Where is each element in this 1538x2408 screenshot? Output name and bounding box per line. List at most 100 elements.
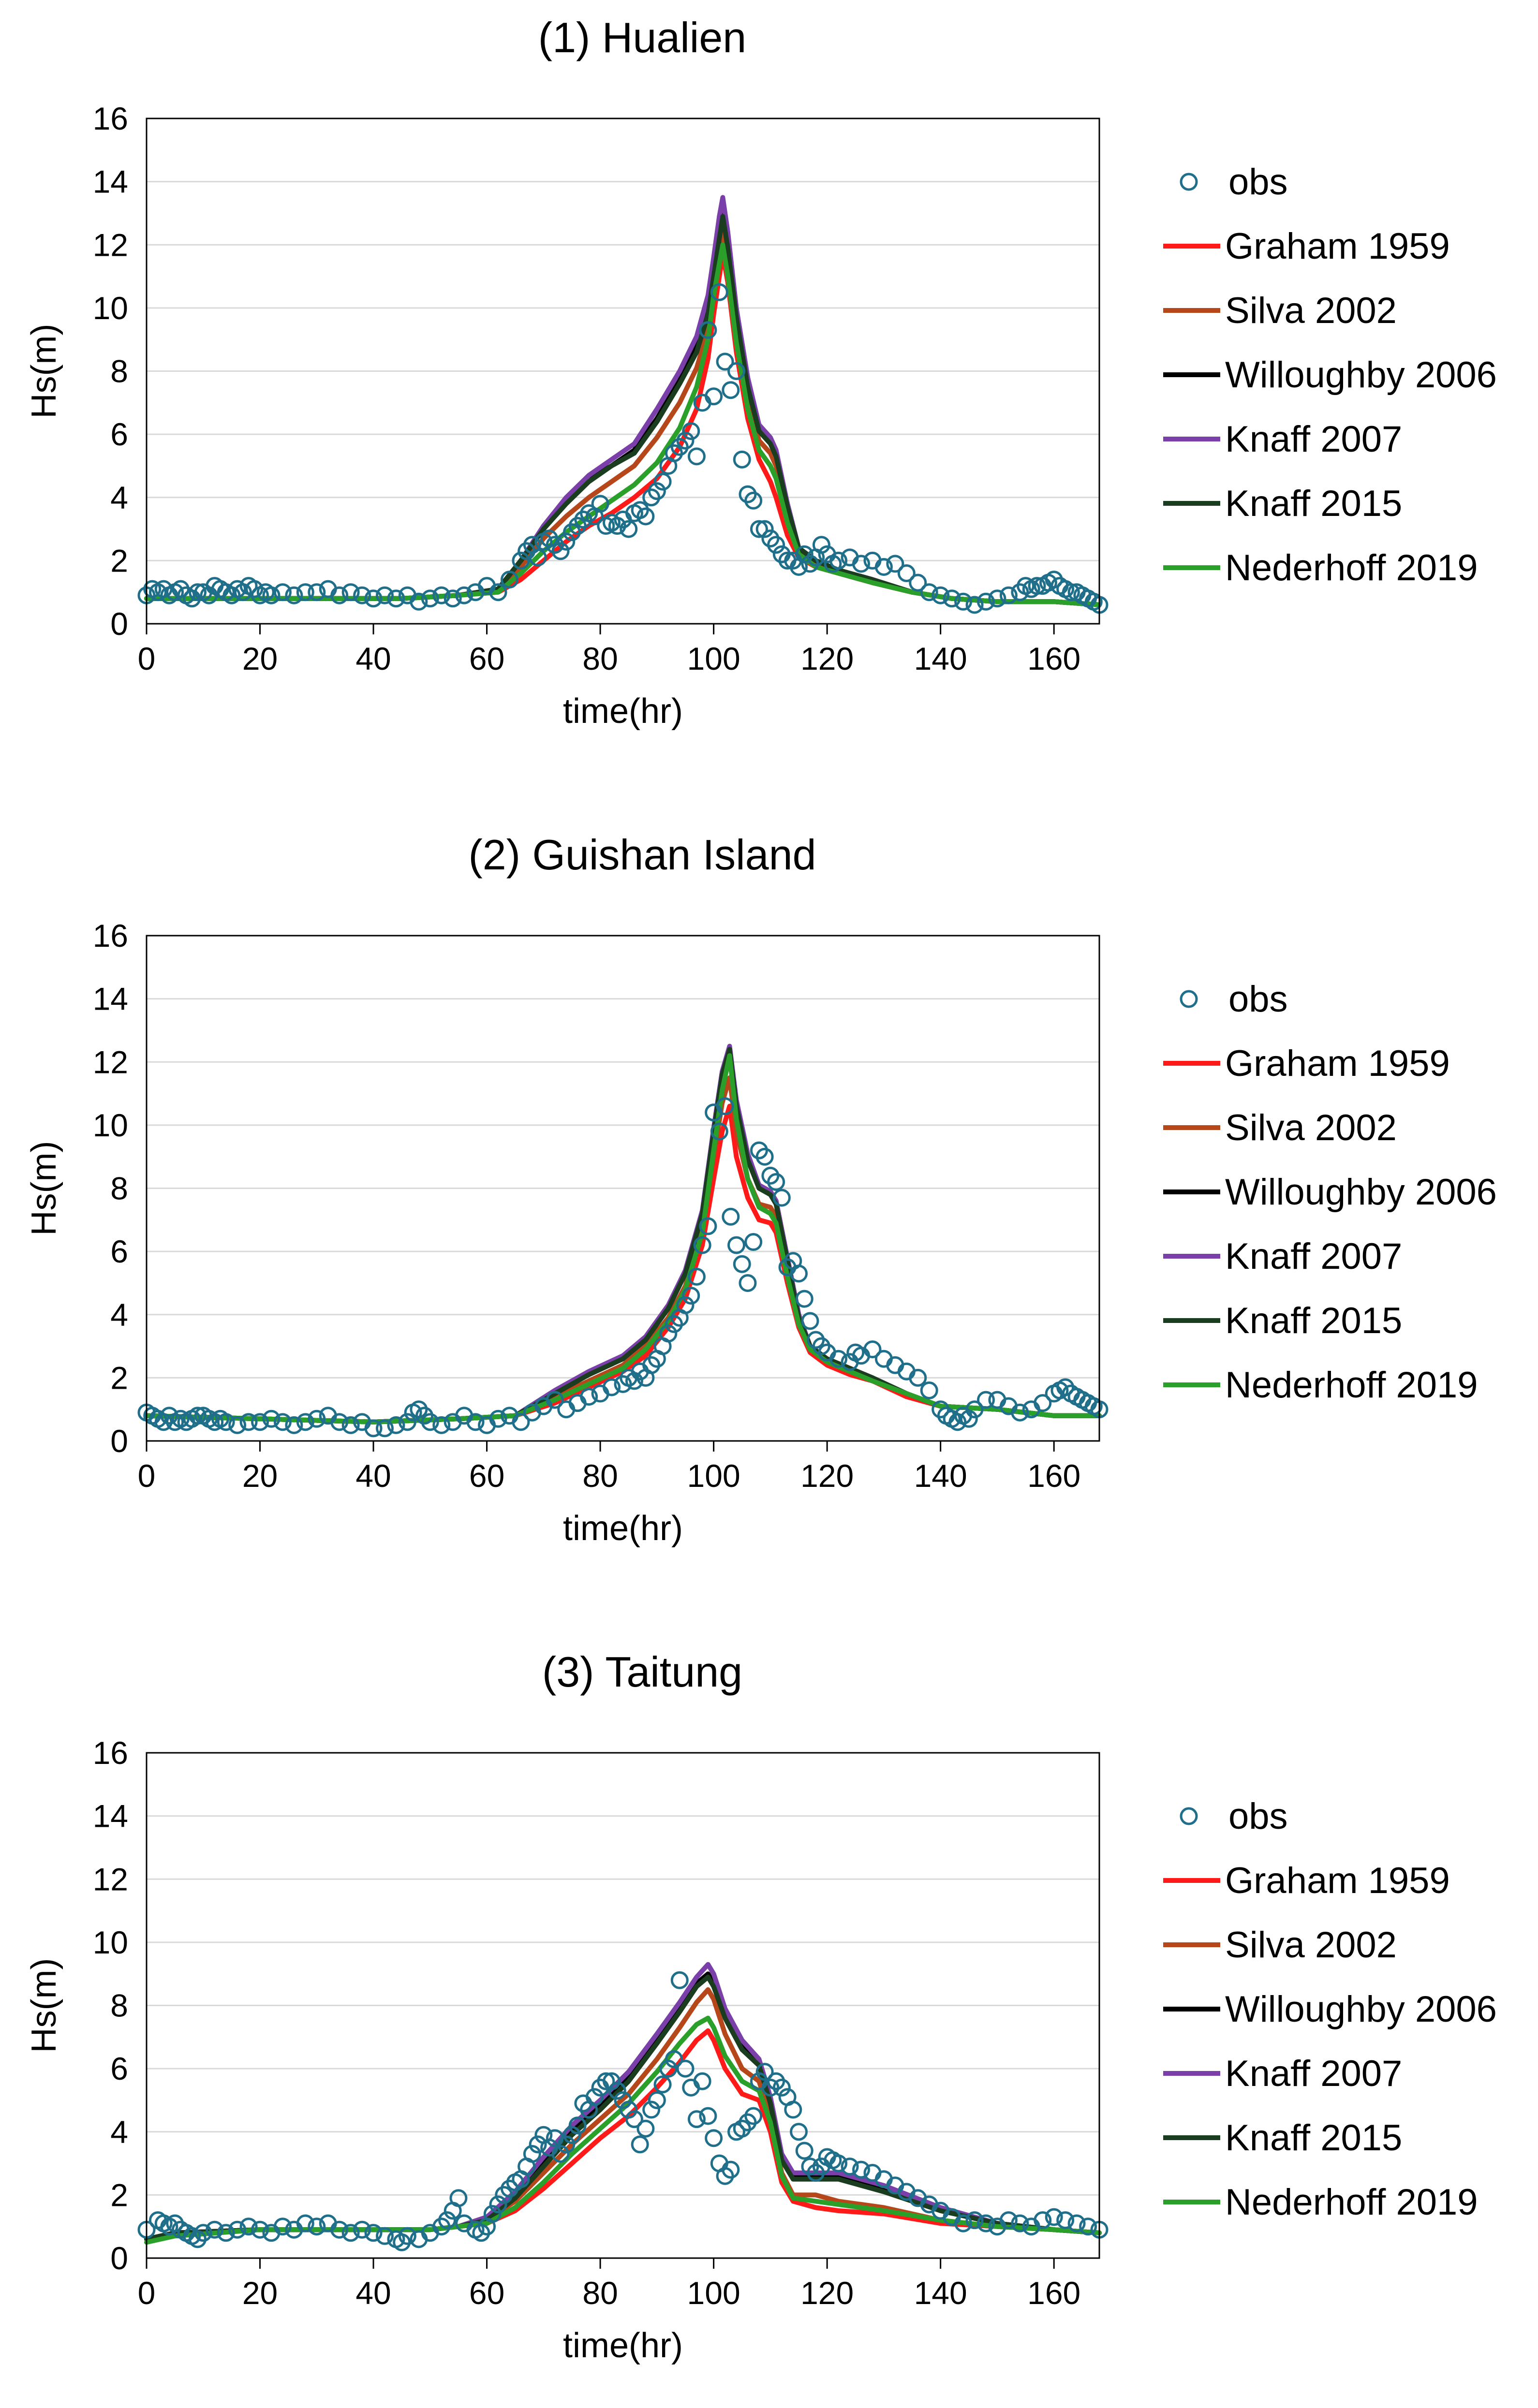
obs-point <box>1011 2214 1029 2232</box>
y-axis-label: Hs(m) <box>25 1958 63 2053</box>
legend-item-knaff-2015: Knaff 2015 <box>1163 2117 1402 2158</box>
chart-title: (1) Hualien <box>538 14 746 61</box>
obs-point <box>755 2063 774 2081</box>
obs-point <box>829 2154 848 2173</box>
obs-point <box>387 589 405 608</box>
obs-point <box>285 1416 303 1434</box>
x-tick-label: 120 <box>800 641 854 676</box>
obs-point <box>341 2224 360 2242</box>
obs-point <box>772 1189 791 1207</box>
series-line-nederhoff-2019 <box>144 1053 1102 1424</box>
obs-point <box>676 2059 695 2078</box>
obs-point <box>727 1236 746 1254</box>
x-tick-label: 80 <box>582 2275 618 2311</box>
obs-point <box>398 1413 416 1431</box>
obs-point <box>1045 2208 1063 2226</box>
obs-point <box>551 542 570 560</box>
legend-label-graham-1959: Graham 1959 <box>1225 226 1450 267</box>
obs-point <box>920 1381 938 1399</box>
legend-item-silva-2002: Silva 2002 <box>1163 1107 1397 1148</box>
obs-point <box>1034 1394 1052 1412</box>
obs-point <box>308 1410 326 1428</box>
obs-point <box>353 2220 371 2239</box>
y-tick-label: 6 <box>110 2051 128 2086</box>
obs-point <box>653 472 672 491</box>
obs-point <box>438 2211 456 2230</box>
obs-point <box>976 592 995 611</box>
y-tick-label: 12 <box>93 227 128 263</box>
y-tick-label: 0 <box>110 1423 128 1459</box>
obs-point <box>228 1416 247 1434</box>
y-tick-label: 14 <box>93 981 128 1017</box>
obs-point <box>262 1410 281 1428</box>
obs-point <box>648 482 666 500</box>
legend-item-knaff-2015: Knaff 2015 <box>1163 1300 1402 1341</box>
obs-point <box>557 532 576 551</box>
legend-label-silva-2002: Silva 2002 <box>1225 290 1397 331</box>
obs-point <box>682 1287 700 1305</box>
y-tick-label: 16 <box>93 918 128 954</box>
obs-point <box>722 2160 740 2179</box>
legend: obs Graham 1959 Silva 2002 Willoughby 2006 K… <box>1163 1796 1497 2223</box>
x-tick-label: 80 <box>582 1458 618 1494</box>
obs-point <box>262 586 281 604</box>
y-tick-label: 8 <box>110 1171 128 1206</box>
legend-item-knaff-2007: Knaff 2007 <box>1163 1236 1402 1277</box>
obs-point <box>874 558 893 576</box>
obs-point <box>217 1413 235 1431</box>
obs-point <box>568 2116 587 2135</box>
obs-point <box>693 1236 711 1254</box>
obs-point <box>699 1217 717 1235</box>
obs-point <box>727 362 746 380</box>
y-tick-label: 6 <box>110 416 128 452</box>
series-line-nederhoff-2019 <box>144 242 1102 607</box>
legend-label-obs: obs <box>1228 979 1288 1020</box>
obs-point <box>529 548 547 567</box>
obs-point <box>999 586 1018 604</box>
obs-point <box>829 551 848 570</box>
obs-point <box>653 2075 672 2094</box>
legend-label-knaff-2015: Knaff 2015 <box>1225 1300 1402 1341</box>
obs-point <box>755 1147 774 1166</box>
obs-point <box>976 2214 995 2232</box>
obs-point <box>829 1350 848 1368</box>
obs-point <box>444 589 462 608</box>
obs-point <box>562 2126 581 2144</box>
y-tick-label: 10 <box>93 1924 128 1960</box>
x-tick-label: 20 <box>242 2275 278 2311</box>
y-tick-label: 8 <box>110 353 128 389</box>
obs-point <box>432 1416 451 1434</box>
legend-item-knaff-2007: Knaff 2007 <box>1163 419 1402 460</box>
obs-point <box>483 2205 502 2223</box>
obs-point <box>296 1413 314 1431</box>
obs-point <box>642 2100 661 2119</box>
chart-title: (2) Guishan Island <box>468 831 816 879</box>
legend-label-willoughby-2006: Willoughby 2006 <box>1225 1172 1497 1213</box>
obs-point <box>189 583 207 602</box>
obs-point <box>194 2224 212 2242</box>
y-tick-label: 4 <box>110 2114 128 2150</box>
obs-point <box>580 1388 598 1406</box>
data-layer <box>137 195 1109 614</box>
obs-point <box>285 586 303 604</box>
obs-point <box>744 491 763 510</box>
obs-point <box>795 2142 813 2160</box>
y-tick-label: 2 <box>110 543 128 578</box>
plot-frame <box>146 1752 1100 2259</box>
y-tick-label: 8 <box>110 1988 128 2024</box>
obs-point <box>217 2224 235 2242</box>
obs-point <box>1034 2211 1052 2230</box>
legend-label-graham-1959: Graham 1959 <box>1225 1860 1450 1901</box>
obs-point <box>546 1391 564 1409</box>
obs-point <box>988 589 1006 608</box>
x-tick-label: 60 <box>469 2275 504 2311</box>
y-tick-label: 16 <box>93 101 128 136</box>
obs-point <box>387 1416 405 1434</box>
obs-point <box>341 583 360 602</box>
obs-point <box>920 583 938 602</box>
obs-point <box>886 555 904 573</box>
x-tick-label: 0 <box>138 641 156 676</box>
y-tick-label: 14 <box>93 1798 128 1834</box>
obs-point <box>767 1173 785 1191</box>
